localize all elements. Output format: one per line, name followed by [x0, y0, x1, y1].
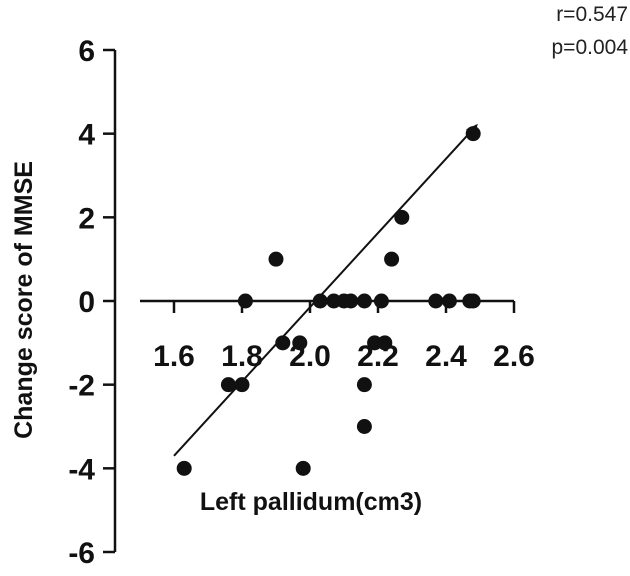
data-point: [343, 293, 359, 309]
trend-line-group: [173, 123, 478, 457]
data-point: [377, 335, 393, 351]
x-tick-label: 2.6: [493, 340, 535, 373]
data-point: [220, 377, 236, 393]
data-point: [237, 293, 253, 309]
y-tick-label: 2: [78, 202, 95, 235]
data-point: [465, 293, 481, 309]
data-point: [356, 419, 372, 434]
data-point: [275, 335, 291, 351]
x-tick-label: 1.6: [153, 340, 195, 373]
y-tick-label: -4: [68, 453, 95, 486]
data-point: [356, 293, 372, 309]
data-point: [394, 209, 410, 225]
data-point: [384, 251, 400, 267]
r-value-annotation: r=0.547: [556, 3, 628, 26]
data-point: [292, 335, 308, 351]
p-value-annotation: p=0.004: [552, 36, 629, 59]
data-point: [428, 293, 444, 309]
data-point: [373, 293, 389, 309]
data-point: [441, 293, 457, 309]
x-axis-title: Left pallidum(cm3): [200, 488, 422, 516]
y-tick-label: 4: [78, 119, 95, 152]
data-point: [176, 460, 192, 476]
data-point: [295, 460, 311, 476]
x-axis: 1.6 1.8 2.0 2.2 2.4 2.6: [140, 299, 535, 373]
y-tick-label: -6: [68, 537, 95, 570]
y-tick-label: 6: [78, 35, 95, 68]
y-axis: 6 4 2 0 -2 -4 -6: [68, 35, 117, 570]
data-point: [312, 293, 328, 309]
data-points: [176, 126, 481, 476]
x-tick-label: 1.8: [221, 340, 263, 373]
y-axis-title: Change score of MMSE: [10, 161, 38, 439]
data-point: [268, 251, 284, 267]
y-tick-label: -2: [68, 370, 95, 403]
data-point: [234, 377, 250, 393]
data-point: [356, 377, 372, 393]
data-point: [465, 126, 481, 142]
x-tick-label: 2.4: [425, 340, 467, 373]
trend-line: [173, 123, 478, 457]
y-tick-label: 0: [78, 286, 95, 319]
